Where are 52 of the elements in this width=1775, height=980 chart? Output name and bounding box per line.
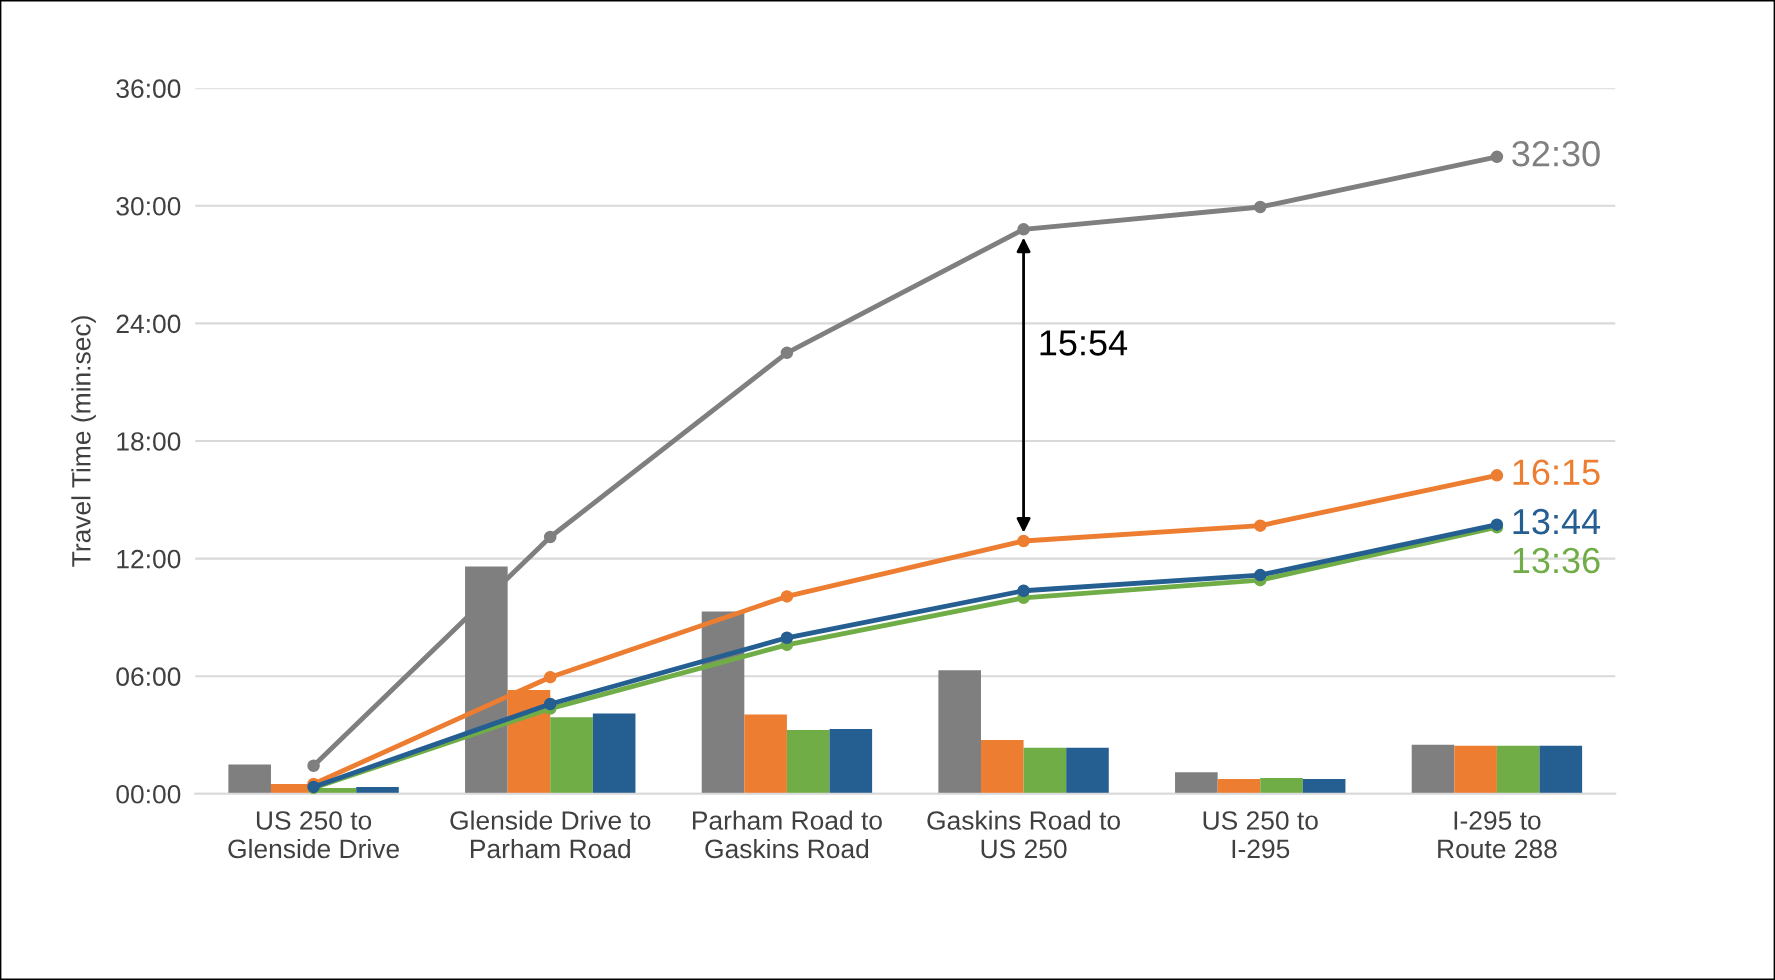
bar	[1066, 747, 1109, 794]
bar	[829, 729, 873, 794]
annotation: 15:54	[1040, 330, 1128, 356]
point	[780, 631, 794, 645]
x-tick-label: Parham Road to Gaskins Road	[693, 810, 882, 859]
x-tick-label: US 250 to I-295	[1203, 811, 1318, 859]
point	[543, 670, 557, 684]
bar	[938, 670, 981, 794]
bar	[1411, 744, 1455, 794]
bar	[1175, 772, 1218, 794]
bar	[1496, 745, 1540, 794]
y-tick-label: 30:00	[116, 196, 181, 216]
y-tick-label: 24:00	[116, 314, 181, 334]
data-label: 13:36	[1513, 547, 1600, 574]
bar	[980, 739, 1024, 794]
point	[1253, 200, 1267, 214]
bar	[228, 764, 271, 794]
bar	[786, 730, 830, 794]
x-tick-label: Gaskins Road to US 250	[927, 810, 1121, 859]
point	[1017, 223, 1030, 236]
bar	[701, 611, 745, 794]
point	[1490, 150, 1504, 164]
point	[307, 759, 320, 773]
point	[1490, 469, 1504, 482]
point	[1017, 534, 1030, 548]
point	[1253, 568, 1267, 582]
bar	[1023, 747, 1067, 794]
y-tick-label: 18:00	[117, 432, 181, 451]
y-tick-label: 12:00	[117, 549, 181, 569]
bar	[1217, 779, 1261, 794]
y-tick-label: 36:00	[116, 79, 181, 99]
x-tick-label: I-295 to Route 288	[1438, 811, 1557, 859]
y-tick-label: 00:00	[116, 784, 181, 804]
data-label: 13:44	[1513, 508, 1601, 535]
point	[1253, 519, 1267, 532]
bar	[1454, 745, 1497, 794]
data-label: 16:15	[1513, 459, 1600, 485]
bar	[1539, 745, 1583, 794]
y-axis-title: Travel Time (min:sec)	[71, 316, 96, 567]
point	[780, 346, 794, 360]
point	[1017, 584, 1030, 597]
point	[780, 590, 794, 603]
bar	[1260, 778, 1303, 794]
bar	[744, 714, 787, 794]
y-tick-label: 06:00	[116, 667, 181, 687]
bar	[592, 713, 636, 794]
x-tick-label: US 250 to Glenside Drive	[228, 811, 399, 859]
point	[543, 530, 557, 544]
x-tick-label: Glenside Drive to Parham Road	[450, 810, 651, 859]
data-label: 32:30	[1512, 140, 1600, 167]
bar	[1302, 779, 1346, 794]
point	[543, 697, 557, 711]
